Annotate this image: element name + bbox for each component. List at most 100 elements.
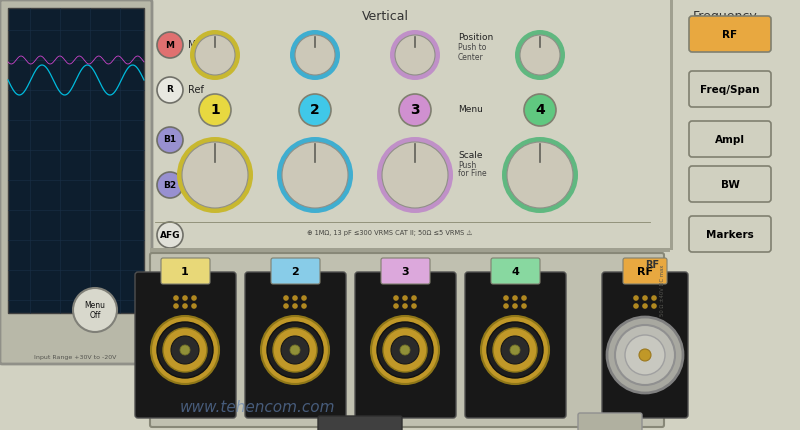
Text: AFG: AFG: [160, 230, 180, 240]
Circle shape: [371, 316, 439, 384]
Text: B1: B1: [163, 135, 177, 144]
Circle shape: [493, 328, 537, 372]
Circle shape: [391, 336, 419, 364]
Circle shape: [382, 142, 448, 208]
Circle shape: [290, 30, 340, 80]
FancyBboxPatch shape: [381, 258, 430, 284]
FancyBboxPatch shape: [689, 121, 771, 157]
Circle shape: [399, 94, 431, 126]
Text: 1: 1: [210, 103, 220, 117]
Circle shape: [157, 77, 183, 103]
Circle shape: [394, 295, 398, 301]
Text: Vertical: Vertical: [362, 10, 409, 23]
Circle shape: [191, 303, 197, 309]
Text: 3: 3: [401, 267, 409, 277]
Circle shape: [151, 316, 219, 384]
Circle shape: [634, 295, 638, 301]
Text: Center: Center: [458, 52, 484, 61]
Circle shape: [503, 295, 509, 301]
Circle shape: [402, 303, 408, 309]
Text: Position: Position: [458, 34, 494, 43]
Circle shape: [607, 317, 683, 393]
Bar: [150, 248, 670, 252]
Circle shape: [639, 349, 651, 361]
Circle shape: [377, 137, 453, 213]
Circle shape: [267, 322, 323, 378]
Text: Input Range +30V to -20V: Input Range +30V to -20V: [34, 356, 116, 360]
Circle shape: [651, 295, 657, 301]
Circle shape: [503, 303, 509, 309]
Circle shape: [182, 142, 248, 208]
FancyBboxPatch shape: [0, 0, 152, 364]
FancyBboxPatch shape: [689, 71, 771, 107]
Circle shape: [520, 35, 560, 75]
Circle shape: [177, 137, 253, 213]
Circle shape: [195, 35, 235, 75]
Text: for Fine: for Fine: [458, 169, 486, 178]
Circle shape: [383, 328, 427, 372]
Text: Ampl: Ampl: [715, 135, 745, 145]
Text: Menu: Menu: [458, 105, 483, 114]
Circle shape: [171, 336, 199, 364]
Circle shape: [199, 94, 231, 126]
Circle shape: [180, 345, 190, 355]
FancyBboxPatch shape: [465, 272, 566, 418]
FancyBboxPatch shape: [245, 272, 346, 418]
Circle shape: [512, 295, 518, 301]
FancyBboxPatch shape: [689, 216, 771, 252]
Circle shape: [634, 303, 638, 309]
FancyBboxPatch shape: [271, 258, 320, 284]
Text: BW: BW: [721, 180, 739, 190]
Circle shape: [395, 35, 435, 75]
Circle shape: [301, 303, 307, 309]
Circle shape: [191, 295, 197, 301]
Text: RF: RF: [722, 30, 738, 40]
Circle shape: [512, 303, 518, 309]
Text: 1: 1: [181, 267, 189, 277]
Text: Ref: Ref: [188, 85, 204, 95]
Circle shape: [261, 316, 329, 384]
Circle shape: [157, 222, 183, 248]
Circle shape: [402, 295, 408, 301]
FancyBboxPatch shape: [318, 416, 402, 430]
Circle shape: [157, 322, 213, 378]
Circle shape: [173, 303, 179, 309]
Text: Scale: Scale: [458, 150, 482, 160]
FancyBboxPatch shape: [355, 272, 456, 418]
Circle shape: [190, 30, 240, 80]
FancyBboxPatch shape: [578, 413, 642, 430]
Text: RF: RF: [645, 260, 659, 270]
Circle shape: [182, 303, 188, 309]
Text: ⊕ 1MΩ, 13 pF ≤300 VRMS CAT II; 50Ω ≤5 VRMS ⚠: ⊕ 1MΩ, 13 pF ≤300 VRMS CAT II; 50Ω ≤5 VR…: [307, 230, 473, 236]
Circle shape: [642, 303, 648, 309]
FancyBboxPatch shape: [161, 258, 210, 284]
Circle shape: [502, 137, 578, 213]
Circle shape: [625, 335, 665, 375]
Circle shape: [501, 336, 529, 364]
FancyBboxPatch shape: [602, 272, 688, 418]
Circle shape: [522, 295, 526, 301]
Text: Markers: Markers: [706, 230, 754, 240]
Text: Frequency: Frequency: [693, 10, 758, 23]
Circle shape: [157, 32, 183, 58]
Circle shape: [481, 316, 549, 384]
Circle shape: [651, 303, 657, 309]
Circle shape: [295, 35, 335, 75]
Circle shape: [73, 288, 117, 332]
FancyBboxPatch shape: [491, 258, 540, 284]
Text: www.tehencom.com: www.tehencom.com: [180, 400, 335, 415]
Circle shape: [157, 127, 183, 153]
Circle shape: [273, 328, 317, 372]
Text: Push to: Push to: [458, 43, 486, 52]
Text: 2: 2: [310, 103, 320, 117]
Circle shape: [487, 322, 543, 378]
Circle shape: [411, 303, 417, 309]
Text: RF: RF: [637, 267, 653, 277]
FancyBboxPatch shape: [689, 16, 771, 52]
Circle shape: [281, 336, 309, 364]
Bar: [670, 0, 673, 250]
Circle shape: [157, 172, 183, 198]
Circle shape: [394, 303, 398, 309]
Text: 50 Ω ±40V DC max: 50 Ω ±40V DC max: [660, 264, 665, 316]
Text: Off: Off: [90, 310, 101, 319]
